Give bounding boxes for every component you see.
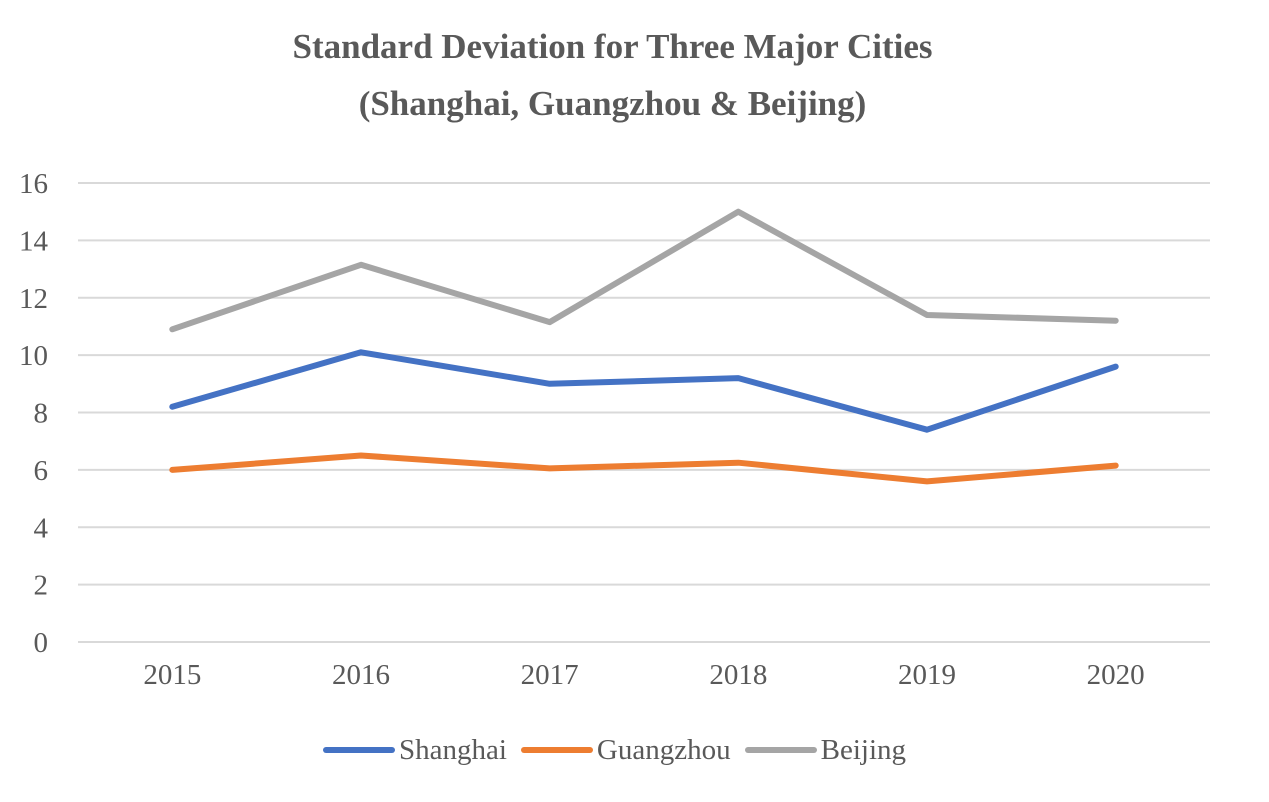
legend-swatch: [520, 747, 593, 753]
y-tick-label: 4: [34, 512, 49, 544]
x-tick-label: 2016: [332, 659, 390, 691]
x-tick-label: 2017: [521, 659, 579, 691]
legend-item-shanghai: Shanghai: [322, 733, 507, 767]
y-tick-label: 2: [34, 570, 49, 602]
x-tick-label: 2019: [898, 659, 956, 691]
y-tick-label: 14: [19, 225, 49, 257]
x-tick-label: 2020: [1087, 659, 1145, 691]
legend-label: Shanghai: [398, 733, 507, 766]
y-tick-label: 16: [19, 168, 48, 200]
legend-swatch: [322, 747, 395, 753]
legend-label: Guangzhou: [596, 733, 731, 766]
y-tick-label: 10: [19, 340, 48, 372]
legend-item-beijing: Beijing: [744, 733, 906, 767]
legend-item-guangzhou: Guangzhou: [520, 733, 731, 767]
x-tick-label: 2015: [143, 659, 201, 691]
y-tick-label: 0: [34, 627, 49, 659]
y-tick-label: 6: [34, 455, 49, 487]
series-line-beijing: [169, 208, 1119, 333]
y-tick-label: 12: [19, 283, 48, 315]
legend-label: Beijing: [820, 733, 906, 766]
chart-title-line-1: Standard Deviation for Three Major Citie…: [292, 27, 933, 66]
chart-title-line-2: (Shanghai, Guangzhou & Beijing): [358, 84, 867, 123]
chart-legend: Shanghai Guangzhou Beijing: [0, 728, 1269, 772]
x-tick-label: 2018: [709, 659, 767, 691]
series-line-guangzhou: [169, 452, 1119, 485]
chart-title: Standard Deviation for Three Major Citie…: [0, 18, 1225, 132]
legend-swatch: [744, 747, 817, 753]
series-line-shanghai: [169, 349, 1119, 433]
y-tick-label: 8: [34, 398, 49, 430]
